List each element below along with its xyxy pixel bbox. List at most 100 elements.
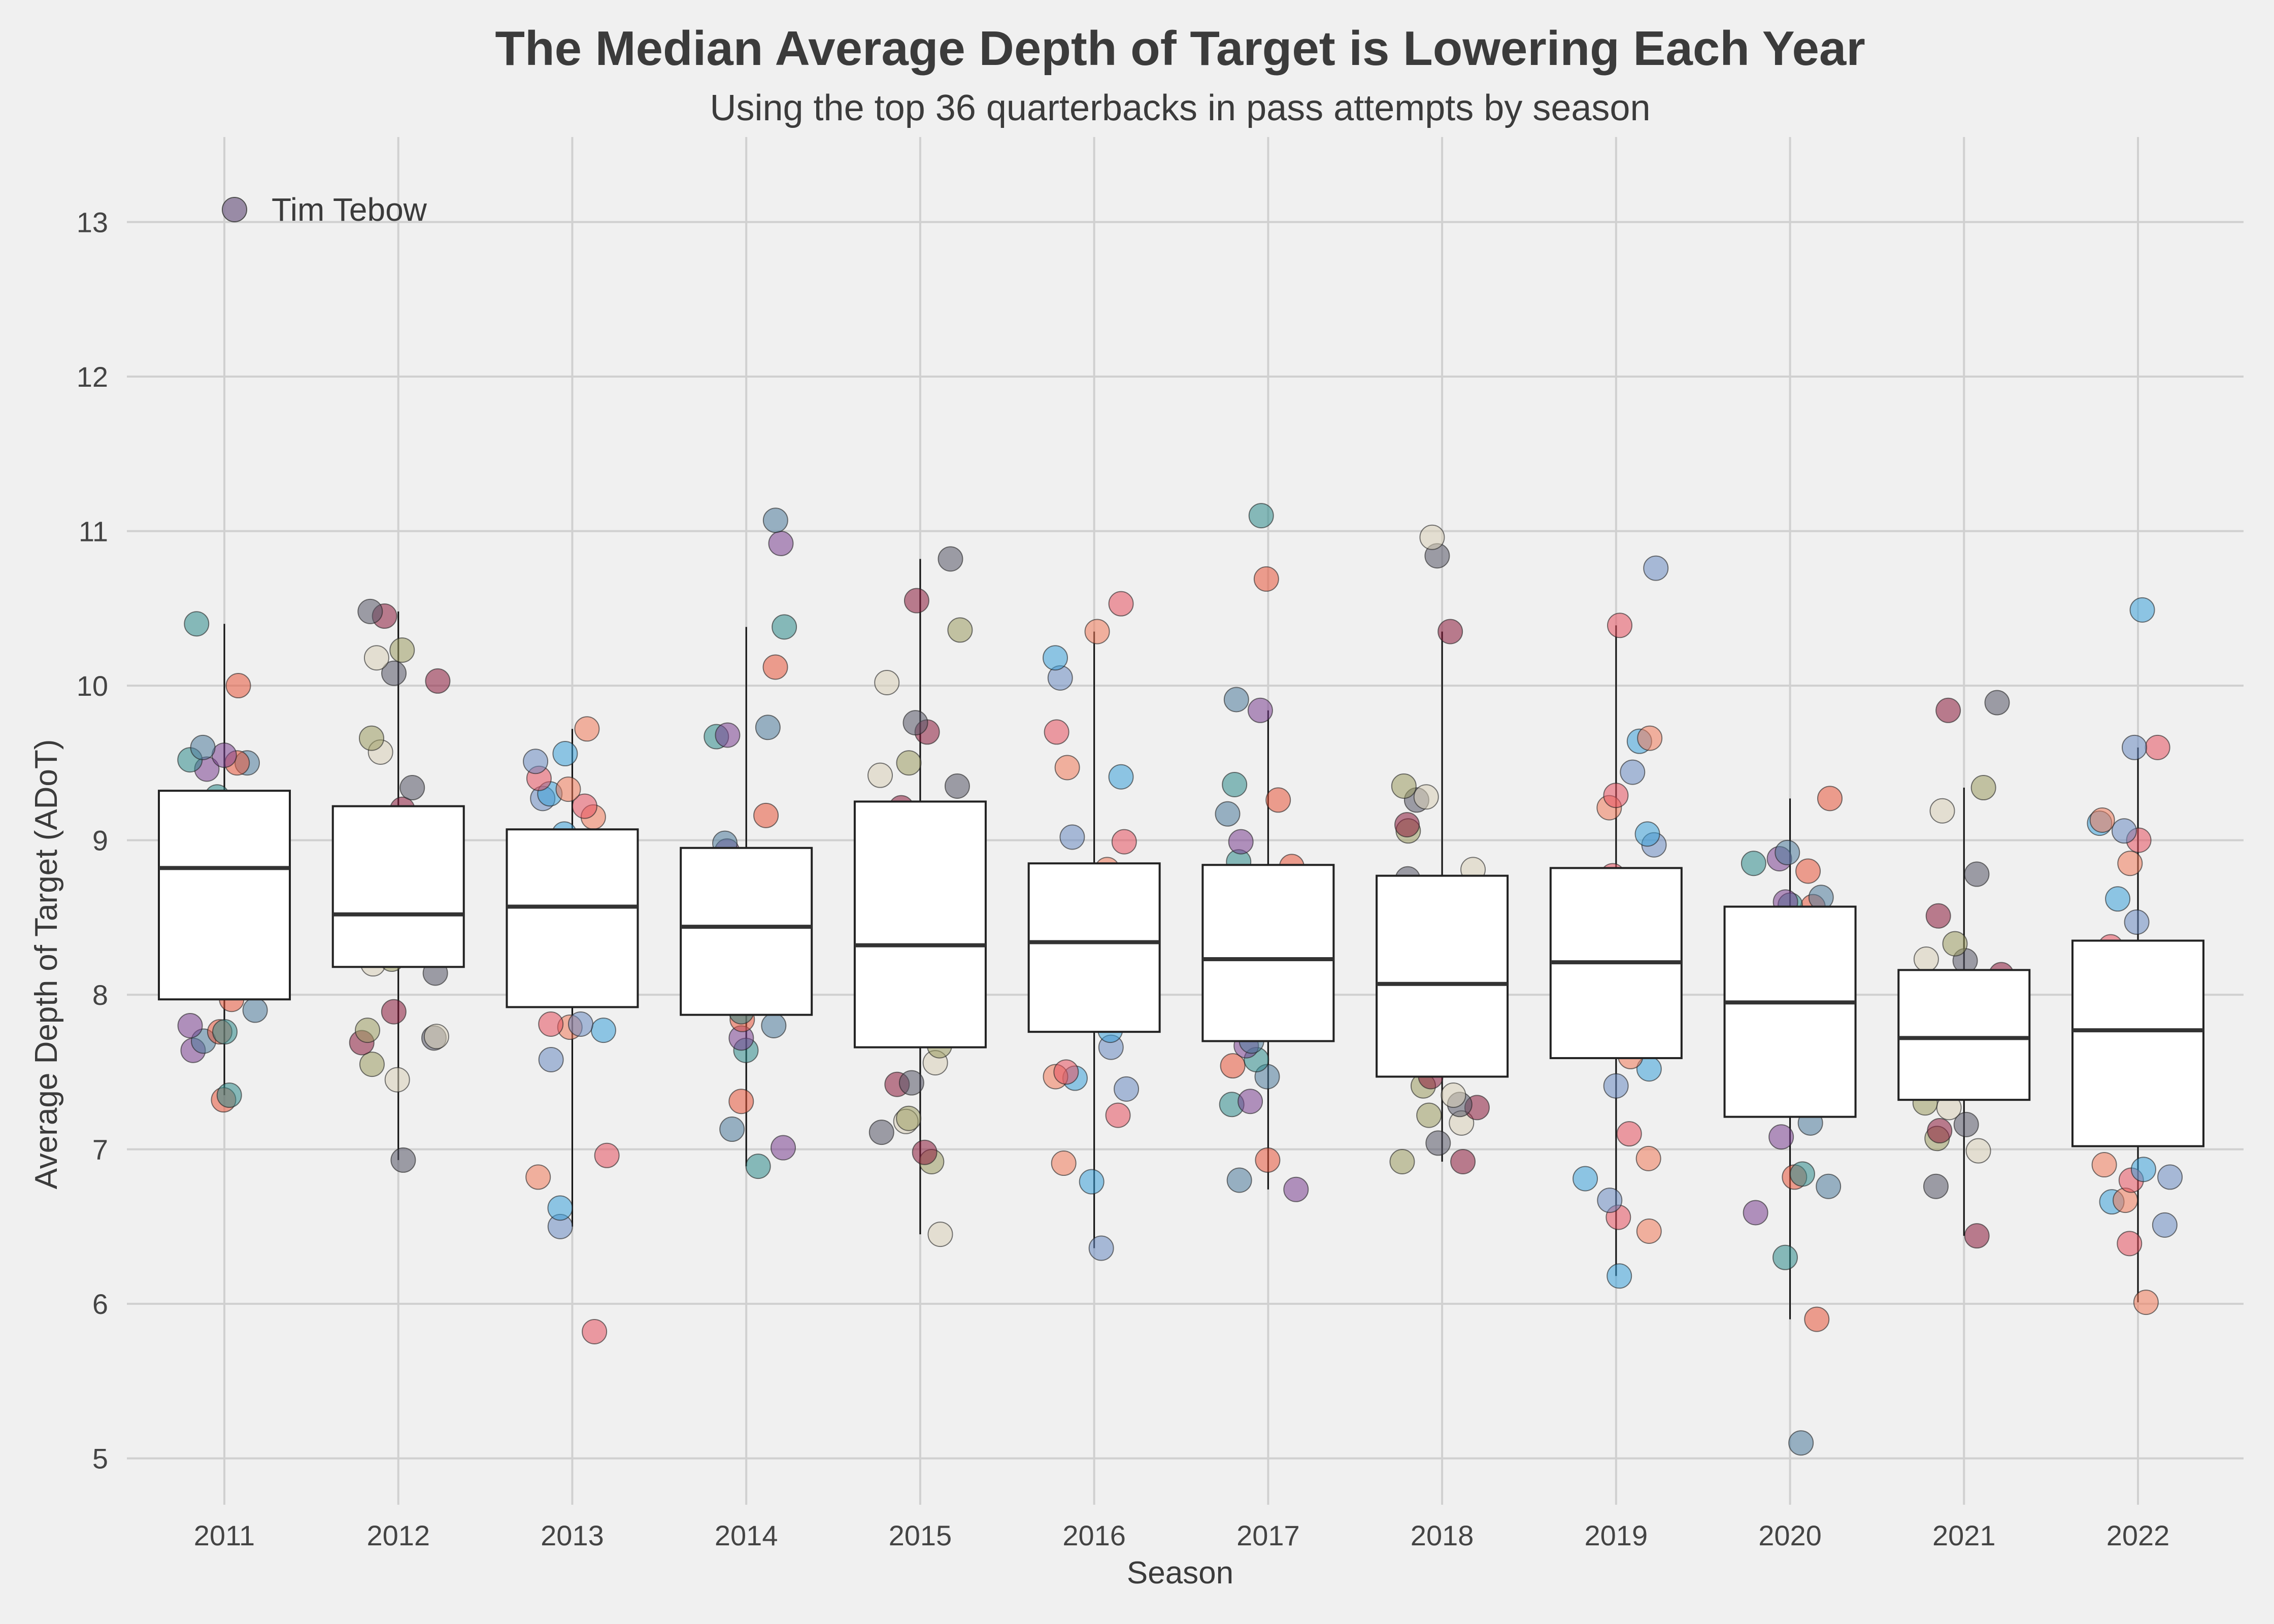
data-point-2022	[2157, 1164, 2183, 1190]
data-point-2021	[1942, 931, 1968, 957]
x-tick-label: 2013	[541, 1519, 604, 1551]
data-point-2018	[1394, 812, 1420, 838]
data-point-2018	[1413, 784, 1439, 810]
y-tick-label: 7	[92, 1134, 108, 1166]
data-point-2019	[1643, 555, 1669, 581]
data-point-2013	[538, 1011, 564, 1037]
data-point-2019	[1603, 783, 1629, 808]
data-point-2021	[1964, 1223, 1990, 1249]
data-point-2020	[1804, 1306, 1830, 1332]
data-point-2016	[1044, 719, 1069, 745]
data-point-2015	[944, 773, 970, 799]
x-axis-label: Season	[1127, 1555, 1233, 1591]
data-point-2013	[574, 716, 600, 742]
data-point-2017	[1248, 503, 1274, 529]
data-point-2012	[389, 637, 415, 663]
data-point-2017	[1215, 801, 1241, 827]
legend-marker-icon	[222, 197, 247, 222]
data-point-2014	[753, 802, 779, 828]
y-tick-label: 12	[77, 361, 108, 393]
data-point-2019	[1607, 1263, 1632, 1289]
data-point-2013	[567, 1011, 593, 1037]
data-point-2012	[381, 999, 407, 1025]
data-point-2014	[755, 715, 781, 740]
x-tick-label: 2015	[889, 1519, 952, 1551]
x-tick-label: 2022	[2106, 1519, 2170, 1551]
data-point-2019	[1607, 613, 1633, 638]
data-point-2021	[1927, 1118, 1953, 1144]
data-point-2013	[525, 1164, 551, 1190]
data-point-2015	[896, 1105, 922, 1131]
data-point-2017	[1253, 566, 1279, 592]
legend: Tim Tebow	[222, 191, 427, 228]
data-point-2016	[1111, 829, 1137, 855]
box-layer	[158, 790, 2204, 1147]
data-point-2016	[1105, 1102, 1131, 1128]
data-point-2017	[1283, 1176, 1309, 1202]
data-point-2011	[184, 611, 210, 637]
box-2022	[2071, 939, 2204, 1147]
data-point-2021	[1965, 1138, 1991, 1164]
data-point-2012	[359, 1052, 385, 1077]
data-point-2020	[1775, 839, 1800, 865]
data-point-2015	[904, 588, 929, 614]
x-tick-label: 2014	[715, 1519, 778, 1551]
data-point-2014	[768, 530, 794, 556]
y-axis-label: Average Depth of Target (ADoT)	[29, 739, 64, 1190]
data-point-2017	[1228, 829, 1254, 855]
data-point-2012	[381, 660, 407, 686]
data-point-2021	[1953, 1111, 1979, 1137]
x-tick-label: 2012	[366, 1519, 430, 1551]
box-2011	[158, 790, 291, 1001]
data-point-2014	[728, 1089, 754, 1114]
data-point-2011	[190, 734, 216, 760]
data-point-2021	[1970, 775, 1996, 801]
data-point-2021	[1923, 1173, 1949, 1199]
data-point-2021	[1925, 903, 1951, 929]
data-point-2022	[2130, 1157, 2156, 1182]
data-point-2013	[555, 776, 581, 802]
x-tick-label: 2016	[1062, 1519, 1126, 1551]
data-point-2016	[1084, 619, 1110, 645]
data-point-2012	[357, 598, 383, 624]
data-point-2020	[1743, 1200, 1768, 1226]
data-point-2022	[2152, 1212, 2178, 1238]
box-2018	[1376, 874, 1509, 1078]
box-2021	[1897, 969, 2031, 1101]
data-point-2021	[1935, 697, 1961, 723]
data-point-2020	[1817, 786, 1843, 811]
data-point-2017	[1222, 771, 1248, 797]
data-point-2016	[1054, 755, 1080, 781]
data-point-2019	[1636, 1219, 1662, 1244]
data-point-2018	[1425, 1130, 1451, 1156]
chart-title: The Median Average Depth of Target is Lo…	[495, 21, 1865, 76]
data-point-2022	[2121, 734, 2147, 760]
data-point-2020	[1741, 851, 1766, 876]
data-point-2012	[425, 668, 451, 694]
box-2014	[680, 847, 813, 1016]
tick-layer: 5 6 7 8 9 10 11 12 13 2011 2012 2013 2014 2015 2016 201…	[77, 206, 2170, 1551]
box-2017	[1201, 864, 1335, 1042]
data-point-2014	[715, 722, 741, 748]
box-2020	[1723, 905, 1857, 1118]
data-point-2016	[1088, 1235, 1114, 1261]
data-point-2019	[1603, 1073, 1629, 1099]
data-point-2018	[1419, 524, 1445, 550]
data-point-2020	[1816, 1173, 1842, 1199]
data-point-2019	[1634, 821, 1660, 847]
data-point-2016	[1079, 1169, 1105, 1195]
data-point-2020	[1789, 1161, 1815, 1187]
data-point-2011	[216, 1082, 242, 1108]
y-tick-label: 11	[79, 516, 108, 548]
data-point-2019	[1597, 1188, 1623, 1213]
data-point-2013	[523, 749, 549, 774]
data-point-2011	[225, 673, 251, 699]
data-point-2021	[1964, 861, 1990, 887]
x-tick-label: 2011	[194, 1519, 255, 1551]
data-point-2015	[867, 762, 893, 788]
x-tick-label: 2019	[1585, 1519, 1648, 1551]
data-point-2015	[868, 1120, 894, 1145]
chart-subtitle: Using the top 36 quarterbacks in pass at…	[710, 88, 1650, 128]
data-point-2016	[1059, 824, 1085, 850]
